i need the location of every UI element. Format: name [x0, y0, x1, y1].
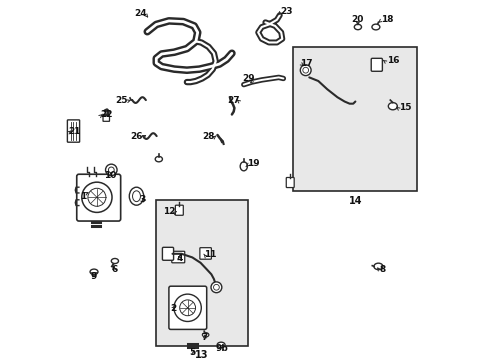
FancyBboxPatch shape [370, 58, 382, 71]
Text: 13: 13 [195, 350, 208, 360]
Ellipse shape [373, 263, 382, 270]
Text: 10: 10 [104, 171, 117, 180]
Text: 16: 16 [386, 56, 398, 65]
FancyBboxPatch shape [168, 286, 206, 329]
Text: 15: 15 [398, 103, 410, 112]
Ellipse shape [217, 342, 224, 348]
Circle shape [174, 294, 201, 321]
Circle shape [179, 300, 195, 316]
Text: 20: 20 [351, 15, 364, 24]
Text: 3: 3 [139, 195, 145, 204]
Circle shape [108, 167, 114, 173]
Text: 7: 7 [201, 333, 208, 342]
Ellipse shape [111, 258, 118, 264]
FancyBboxPatch shape [77, 174, 121, 221]
Circle shape [81, 182, 112, 212]
Text: 18: 18 [380, 15, 392, 24]
Text: 29: 29 [242, 74, 254, 83]
Text: 21: 21 [68, 127, 81, 136]
Ellipse shape [202, 333, 208, 337]
Text: 28: 28 [202, 132, 215, 140]
Ellipse shape [155, 156, 162, 162]
Bar [292, 47, 416, 191]
Text: 9: 9 [91, 272, 97, 281]
Text: 22: 22 [100, 110, 112, 119]
Text: 26: 26 [130, 132, 142, 140]
Ellipse shape [240, 162, 247, 171]
Ellipse shape [354, 24, 361, 30]
Text: 1: 1 [80, 192, 86, 201]
Ellipse shape [129, 187, 143, 205]
Text: 19: 19 [247, 159, 260, 168]
Text: 6: 6 [111, 265, 117, 274]
Ellipse shape [132, 191, 140, 202]
Text: 5: 5 [189, 347, 195, 356]
Text: 11: 11 [204, 251, 216, 259]
Text: 9b: 9b [215, 344, 228, 353]
FancyBboxPatch shape [285, 177, 294, 188]
Text: 14: 14 [348, 196, 362, 206]
Ellipse shape [90, 269, 98, 275]
Bar [156, 200, 247, 346]
Text: 25: 25 [115, 96, 127, 105]
FancyBboxPatch shape [200, 248, 211, 259]
Circle shape [213, 284, 219, 290]
FancyBboxPatch shape [103, 116, 109, 121]
Circle shape [302, 67, 308, 73]
Ellipse shape [387, 103, 397, 110]
FancyBboxPatch shape [162, 247, 173, 260]
Text: 17: 17 [300, 58, 312, 68]
Text: 23: 23 [279, 7, 292, 16]
Text: 27: 27 [227, 96, 240, 105]
Text: 8: 8 [379, 265, 385, 274]
FancyBboxPatch shape [67, 120, 80, 142]
Circle shape [300, 65, 310, 76]
Text: 24: 24 [134, 9, 146, 18]
Text: 12: 12 [163, 207, 175, 216]
FancyBboxPatch shape [175, 205, 183, 215]
FancyBboxPatch shape [171, 251, 184, 263]
Circle shape [88, 188, 106, 206]
Circle shape [105, 164, 117, 176]
Circle shape [211, 282, 222, 293]
Text: 4: 4 [176, 254, 182, 263]
Ellipse shape [371, 24, 379, 30]
Text: 2: 2 [170, 304, 177, 313]
